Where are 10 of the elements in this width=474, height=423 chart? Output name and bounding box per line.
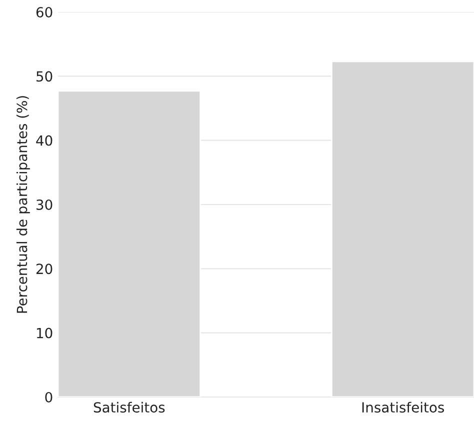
y-tick-label: 20: [36, 264, 52, 274]
y-axis-title: Percentual de participantes (%): [16, 96, 30, 313]
y-tick-label: 10: [36, 328, 52, 338]
y-tick-label: 50: [36, 71, 52, 82]
y-tick-label: 60: [36, 6, 52, 18]
y-tick-label: 0: [45, 392, 52, 402]
y-tick-label: 40: [36, 135, 52, 146]
x-tick-label: Satisfeitos: [94, 402, 165, 413]
y-tick-label: 30: [36, 199, 52, 210]
x-tick-label: Insatisfeitos: [362, 402, 444, 413]
